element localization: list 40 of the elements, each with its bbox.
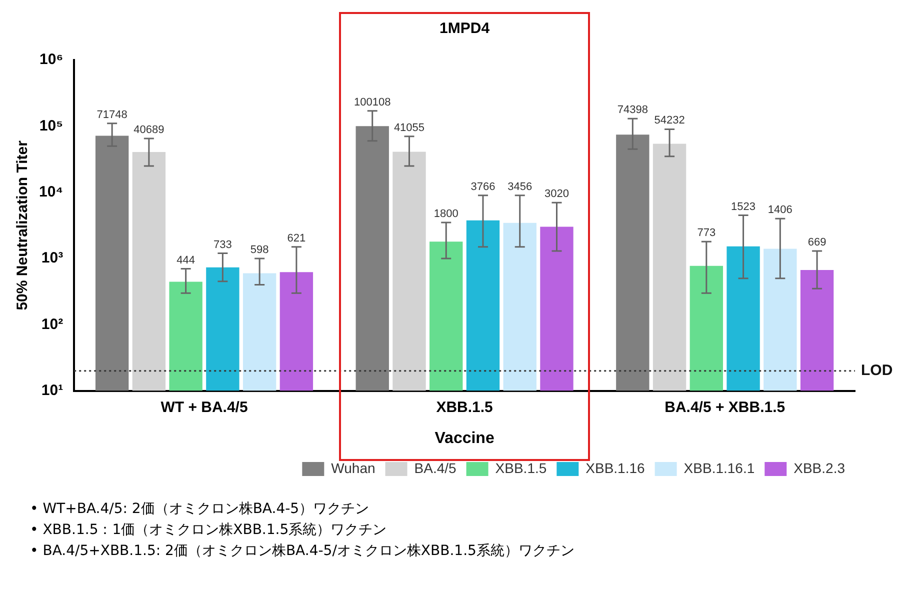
data-label: 100108 bbox=[354, 96, 391, 108]
data-label: 54232 bbox=[654, 114, 685, 127]
data-label: 669 bbox=[808, 236, 826, 248]
legend-label: Wuhan bbox=[331, 460, 376, 476]
data-label: 41055 bbox=[394, 122, 425, 134]
y-tick-label: 10⁴ bbox=[38, 183, 64, 200]
data-label: 1800 bbox=[434, 208, 458, 220]
data-label: 773 bbox=[697, 227, 716, 240]
x-tick-label: XBB.1.5 bbox=[436, 398, 493, 416]
x-tick-label: WT + BA.4/5 bbox=[160, 398, 248, 416]
data-label: 1523 bbox=[731, 200, 756, 213]
data-label: 444 bbox=[176, 254, 195, 266]
legend-label: XBB.1.16.1 bbox=[684, 460, 755, 476]
data-label: 74398 bbox=[617, 104, 648, 116]
data-label: 1406 bbox=[768, 204, 792, 216]
legend-label: XBB.1.16 bbox=[586, 460, 646, 476]
text: • BA.4/5+XBB.1.5: 2価（オミクロン株BA.4-5/オミクロン株XBB.1.5系統）ワクチン bbox=[30, 542, 576, 560]
data-label: 598 bbox=[250, 244, 269, 256]
data-label: 71748 bbox=[96, 108, 128, 121]
text: • XBB.1.5：1価（オミクロン株XBB.1.5系統）ワクチン bbox=[30, 521, 388, 539]
data-label: 3766 bbox=[470, 180, 496, 193]
text: 1MPD4 bbox=[440, 20, 490, 37]
data-label: 3456 bbox=[508, 180, 532, 193]
legend-label: BA.4/5 bbox=[414, 460, 457, 476]
y-tick-label: 10¹ bbox=[41, 382, 64, 399]
y-tick-label: 10³ bbox=[41, 250, 64, 267]
y-tick-label: 10⁵ bbox=[39, 117, 64, 134]
legend-label: XBB.1.5 bbox=[495, 460, 547, 476]
y-axis-title: 50% Neutralization Titer bbox=[14, 140, 32, 310]
data-label: 40689 bbox=[134, 124, 164, 136]
ref-line-label: LOD bbox=[861, 362, 893, 380]
y-tick-label: 10⁶ bbox=[40, 51, 64, 68]
data-label: 621 bbox=[287, 232, 306, 244]
x-axis-title: Vaccine bbox=[434, 430, 494, 447]
text: • WT+BA.4/5: 2価（オミクロン株BA.4-5）ワクチン bbox=[30, 500, 370, 518]
y-tick-label: 10² bbox=[41, 316, 64, 333]
x-tick-label: BA.4/5 + XBB.1.5 bbox=[664, 398, 786, 416]
data-label: 3020 bbox=[544, 188, 569, 200]
data-label: 733 bbox=[214, 238, 232, 251]
legend-label: XBB.2.3 bbox=[794, 460, 846, 476]
